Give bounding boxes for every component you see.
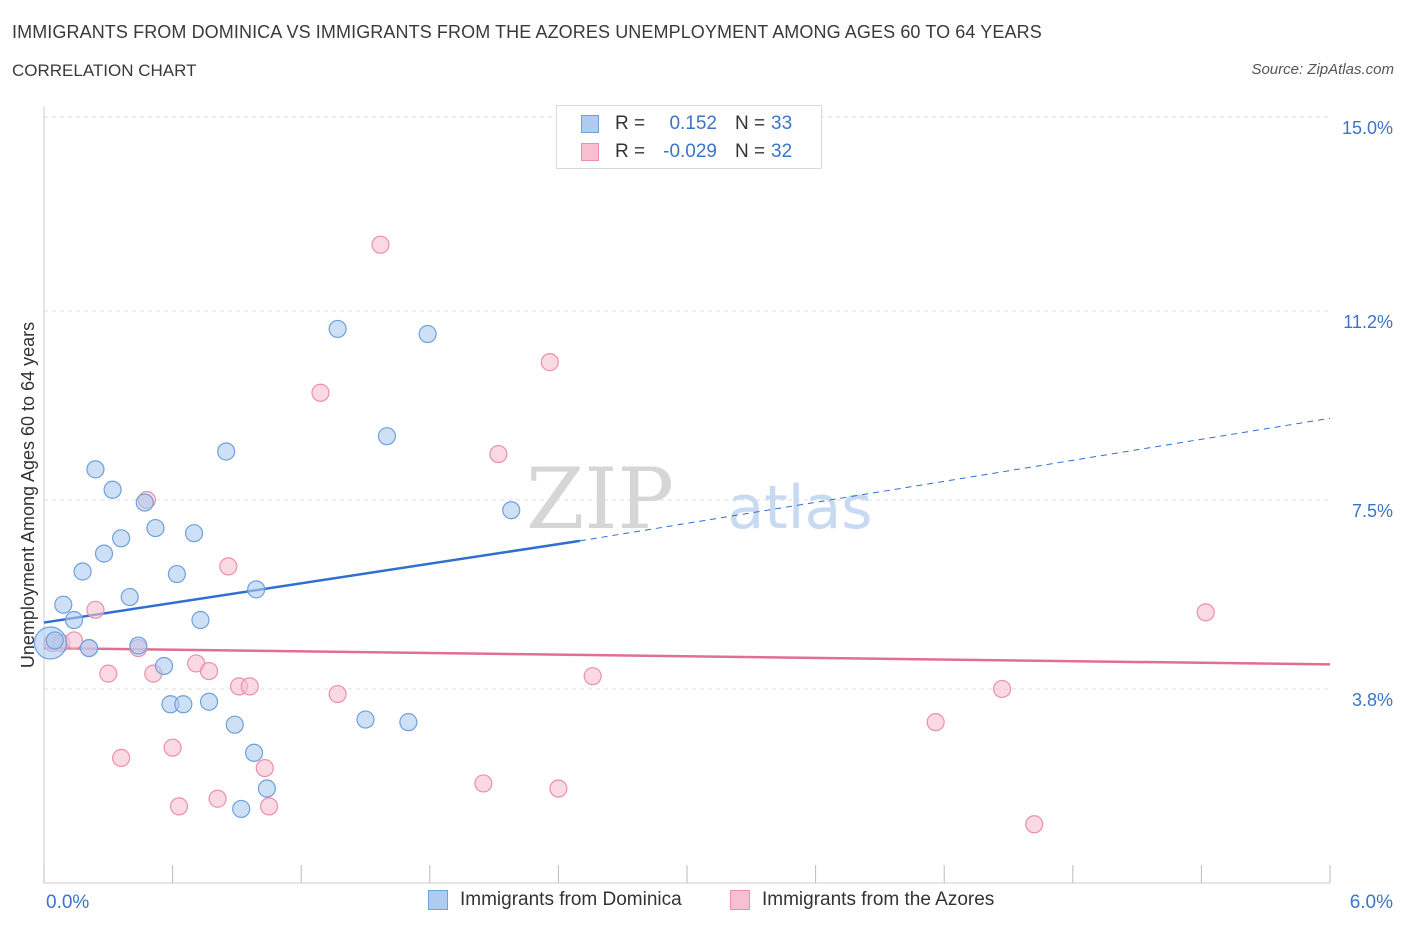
y-axis-label: Unemployment Among Ages 60 to 64 years — [18, 322, 38, 668]
dominica-point — [328, 319, 347, 339]
azores-point — [549, 779, 568, 798]
dominica-point — [112, 529, 131, 548]
y-tick-labels: 3.8% 7.5% 11.2% 15.0% — [1342, 118, 1393, 710]
azores-point — [112, 748, 131, 767]
dominica-point — [225, 715, 244, 734]
azores-point — [311, 383, 330, 402]
azores-point — [583, 667, 602, 686]
azores-point — [219, 557, 238, 576]
legend-r-value: 0.152 — [669, 113, 717, 134]
dominica-point — [135, 493, 154, 512]
dominica-point — [154, 656, 174, 676]
dominica-point — [184, 524, 204, 543]
dominica-point — [129, 636, 148, 655]
azores-point — [86, 600, 105, 619]
trend-lines — [43, 417, 1331, 666]
dominica-points — [33, 319, 521, 819]
azores-trend-line — [43, 646, 1331, 666]
correlation-legend: R = 0.152 N = 33 R = -0.029 N = 32 — [556, 105, 822, 169]
dominica-point — [217, 442, 236, 461]
series-swatch-blue — [428, 890, 448, 910]
legend-n-value: 32 — [771, 141, 793, 162]
x-tick-label-max: 6.0% — [1350, 892, 1393, 913]
series-legend-azores: Immigrants from the Azores — [730, 889, 994, 911]
azores-point — [208, 789, 227, 808]
dominica-point — [502, 501, 521, 520]
y-tick-label: 15.0% — [1342, 118, 1393, 138]
gridlines — [44, 116, 1330, 690]
legend-r-value: -0.029 — [663, 141, 717, 162]
azores-point — [489, 444, 508, 464]
dominica-point — [199, 692, 219, 711]
azores-point — [926, 713, 945, 732]
series-name-azores: Immigrants from the Azores — [762, 889, 995, 910]
legend-swatch-pink — [581, 143, 599, 161]
dominica-point — [174, 695, 193, 714]
watermark-atlas: atlas — [728, 473, 873, 543]
axes — [43, 107, 1330, 884]
azores-point — [540, 353, 559, 372]
dominica-point — [244, 743, 264, 762]
azores-point — [1025, 815, 1044, 834]
dominica-trend-line — [43, 539, 581, 624]
azores-point — [199, 661, 219, 681]
dominica-point — [120, 587, 139, 607]
dominica-point — [167, 564, 186, 584]
azores-point — [259, 797, 279, 816]
chart-title: IMMIGRANTS FROM DOMINICA VS IMMIGRANTS F… — [12, 22, 1042, 42]
azores-point — [1196, 603, 1215, 622]
legend-r-label: R = — [615, 141, 646, 162]
y-tick-label: 11.2% — [1343, 312, 1393, 332]
dominica-point — [418, 324, 437, 344]
y-tick-label: 3.8% — [1352, 690, 1393, 710]
dominica-point — [232, 799, 251, 819]
azores-point — [474, 774, 493, 793]
azores-point — [992, 679, 1012, 699]
dominica-point — [79, 638, 99, 658]
azores-point — [99, 664, 118, 683]
y-tick-label: 7.5% — [1352, 501, 1393, 521]
legend-n-value: 33 — [771, 113, 793, 134]
chart-subtitle: CORRELATION CHART — [12, 61, 197, 80]
dominica-point — [356, 710, 375, 729]
legend-n-label: N = — [735, 141, 766, 162]
azores-point — [328, 684, 347, 704]
legend-swatch-blue — [581, 115, 599, 133]
dominica-point — [377, 427, 397, 446]
x-tick-label-min: 0.0% — [46, 892, 89, 913]
dominica-point — [64, 610, 84, 630]
dominica-point — [86, 460, 105, 479]
dominica-point — [146, 518, 165, 538]
legend-r-label: R = — [615, 113, 646, 134]
dominica-point — [191, 610, 210, 630]
x-tick-marks — [43, 865, 1331, 883]
legend-n-label: N = — [735, 113, 766, 134]
source-label: Source: ZipAtlas.com — [1251, 61, 1394, 78]
dominica-point — [54, 595, 73, 614]
azores-point — [255, 758, 274, 778]
series-legend-dominica: Immigrants from Dominica — [428, 889, 682, 911]
dominica-point — [257, 779, 277, 798]
series-swatch-pink — [730, 890, 750, 910]
azores-point — [371, 235, 390, 254]
dominica-point — [103, 480, 122, 499]
dominica-point — [399, 713, 418, 732]
dominica-point — [94, 544, 114, 563]
azores-point — [169, 797, 189, 816]
dominica-trend-extension — [579, 417, 1331, 542]
azores-point — [240, 677, 259, 696]
watermark-zip: ZIP — [526, 450, 674, 548]
azores-point — [64, 631, 84, 650]
dominica-point — [73, 562, 92, 581]
series-name-dominica: Immigrants from Dominica — [460, 889, 682, 910]
legend-row-dominica: R = 0.152 N = 33 — [581, 111, 792, 137]
dominica-point — [45, 631, 64, 650]
azores-point — [163, 738, 182, 757]
legend-row-azores: R = -0.029 N = 32 — [581, 139, 792, 165]
dominica-point — [247, 580, 266, 599]
